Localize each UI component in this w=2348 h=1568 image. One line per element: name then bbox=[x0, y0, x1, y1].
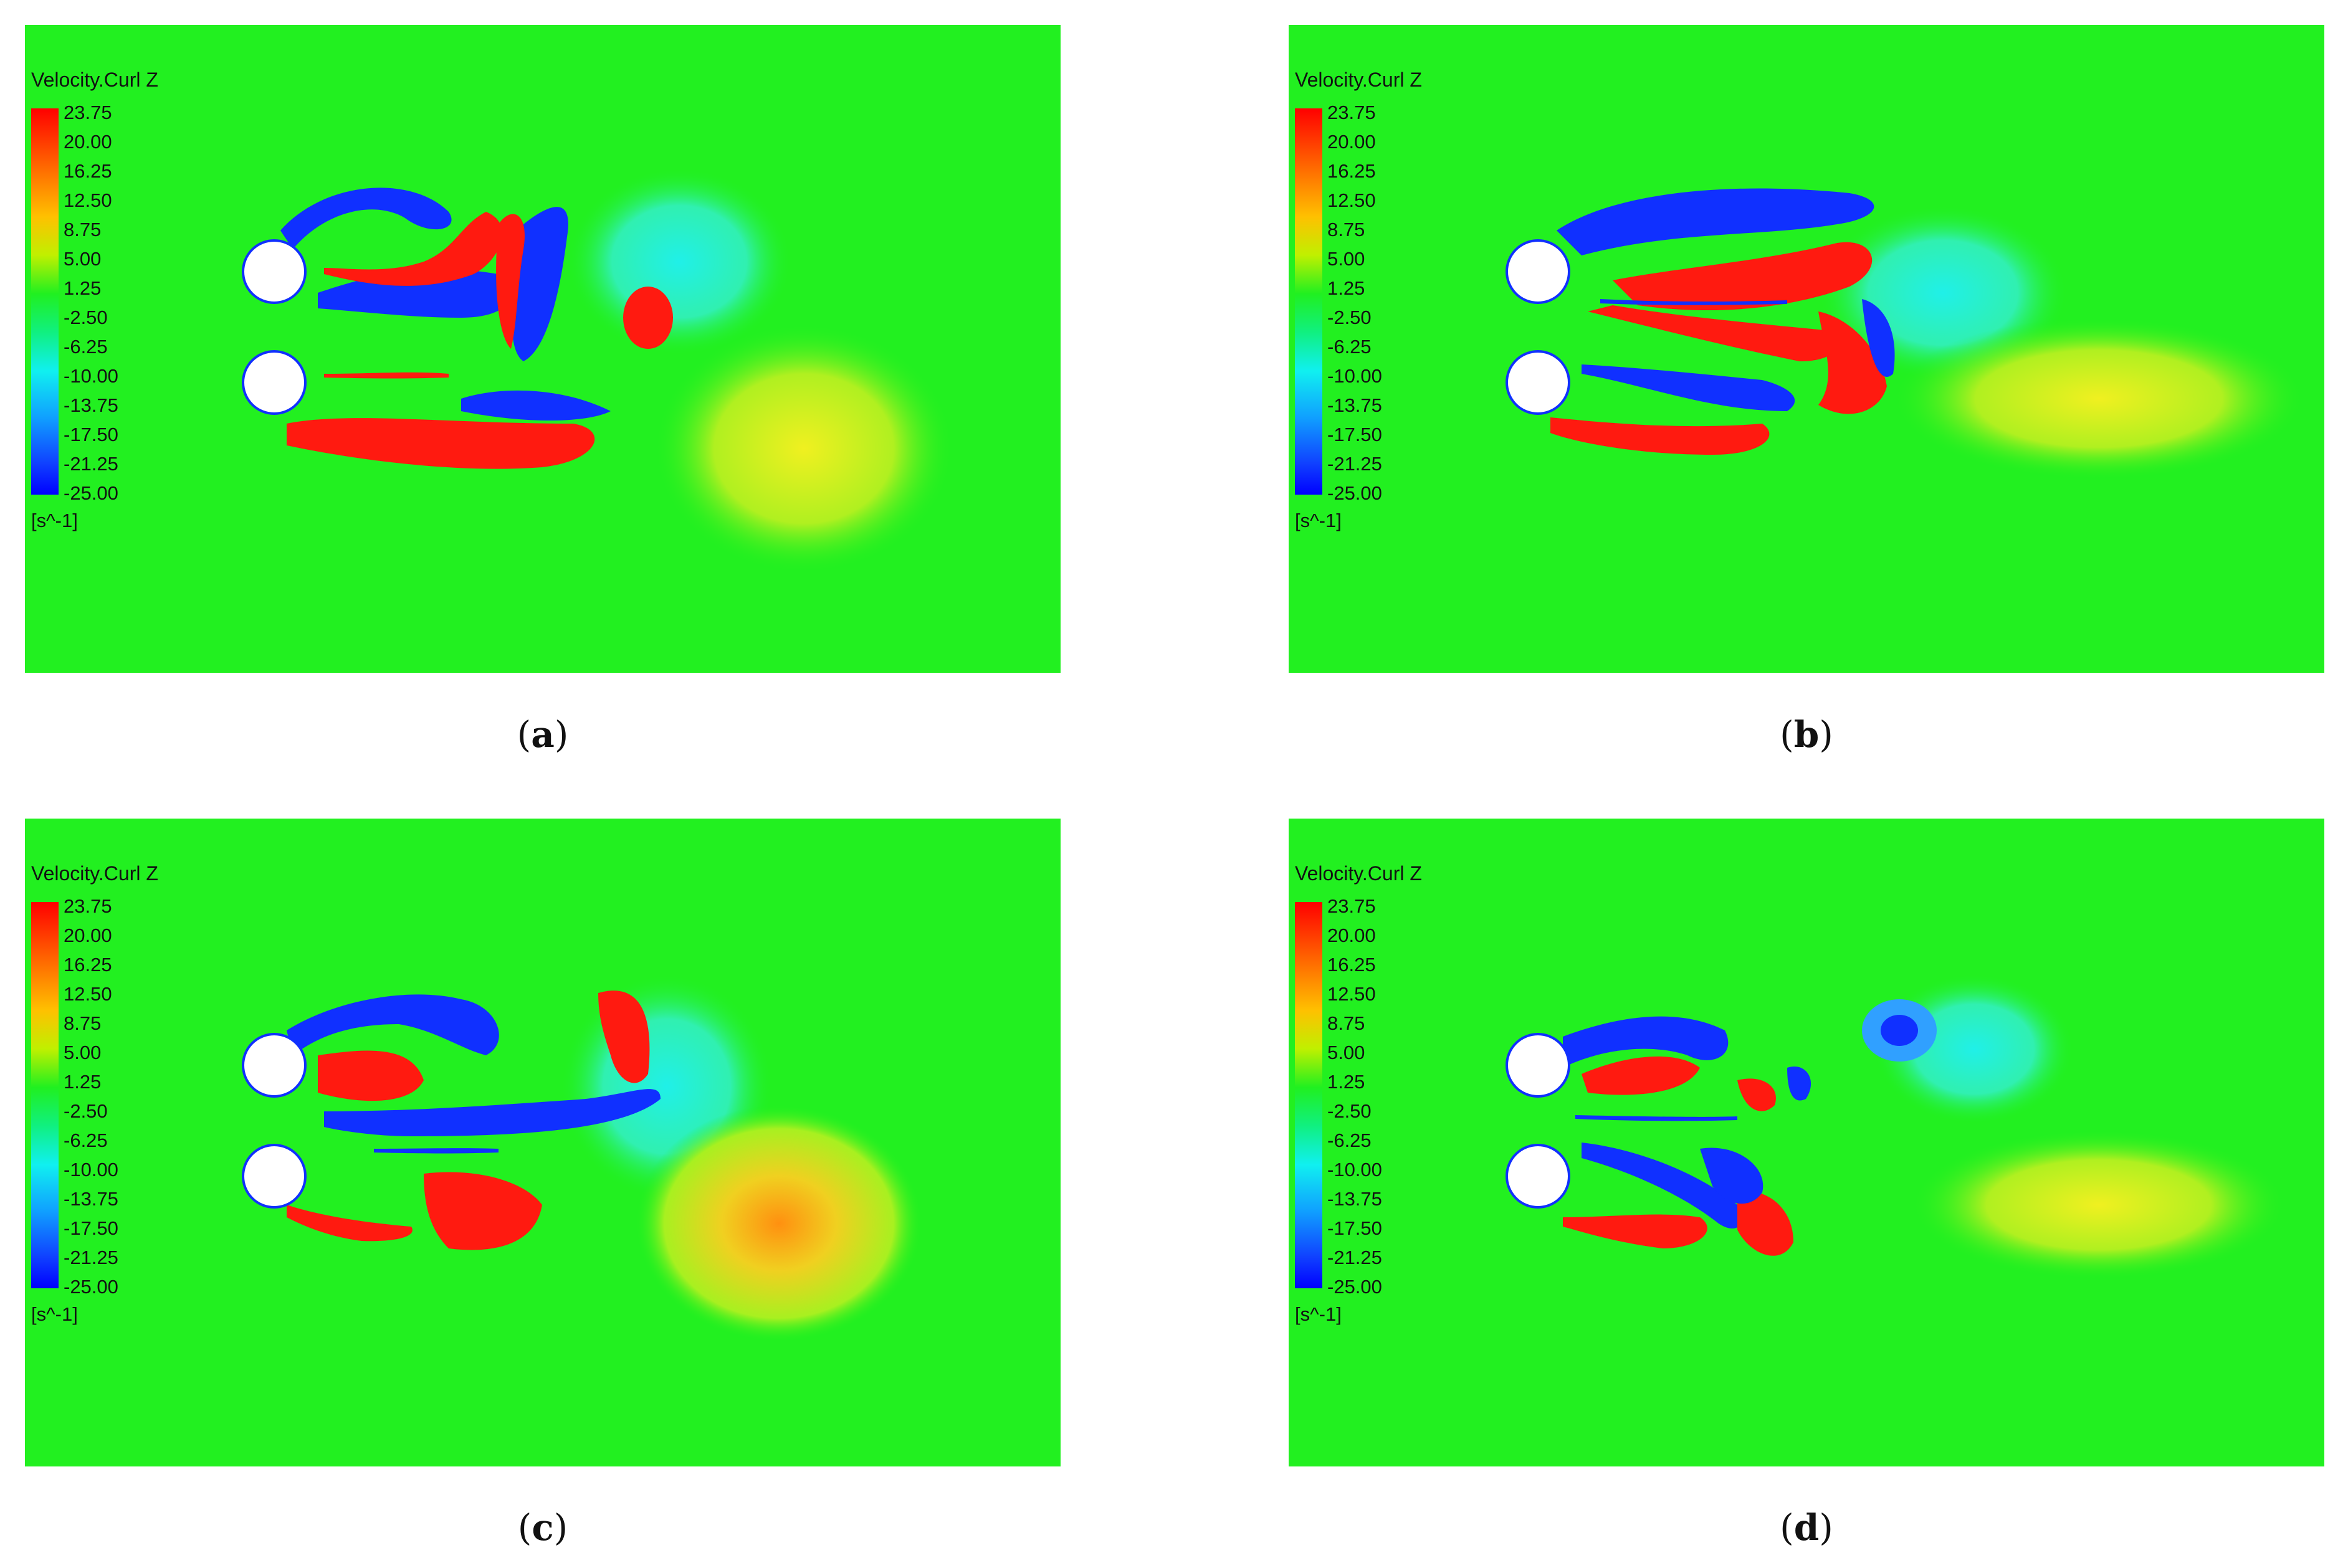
color-scale-bar bbox=[1295, 108, 1322, 495]
legend-unit: [s^-1] bbox=[1295, 510, 1342, 531]
legend-tick-label: 16.25 bbox=[64, 954, 112, 976]
legend-tick-label: -21.25 bbox=[1327, 1247, 1382, 1268]
caption-a: (a) bbox=[517, 713, 569, 756]
caption-c: (c) bbox=[517, 1506, 568, 1549]
legend-tick-label: -21.25 bbox=[64, 453, 118, 475]
legend-tick-label: -6.25 bbox=[64, 1129, 108, 1151]
legend-tick-label: 5.00 bbox=[1327, 1042, 1365, 1063]
legend-tick-label: -2.50 bbox=[64, 1100, 108, 1122]
legend-tick-label: -17.50 bbox=[64, 424, 118, 445]
legend-tick-label: -13.75 bbox=[64, 1188, 118, 1210]
legend-unit: [s^-1] bbox=[1295, 1303, 1342, 1325]
legend-tick-label: -2.50 bbox=[64, 306, 108, 328]
legend-tick-label: 20.00 bbox=[64, 924, 112, 946]
legend-tick-label: 8.75 bbox=[1327, 219, 1365, 240]
contour-panel-a: Velocity.Curl Z 23.75 20.00 16.25 12.50 8.75… bbox=[25, 25, 1061, 673]
color-scale-bar bbox=[31, 902, 59, 1288]
legend-tick-label: -2.50 bbox=[1327, 1100, 1372, 1122]
color-scale-bar bbox=[1295, 902, 1322, 1288]
legend-tick-label: 12.50 bbox=[1327, 189, 1376, 211]
legend-tick-label: -13.75 bbox=[64, 394, 118, 416]
legend-tick-label: -25.00 bbox=[1327, 482, 1382, 504]
contour-panel-c: Velocity.Curl Z 23.75 20.00 16.25 12.50 8.75… bbox=[25, 819, 1061, 1466]
legend-tick-label: 23.75 bbox=[64, 895, 112, 917]
color-scale-bar bbox=[31, 108, 59, 495]
caption-b: (b) bbox=[1780, 713, 1833, 756]
vorticity-field-c bbox=[242, 974, 922, 1342]
legend-tick-label: -13.75 bbox=[1327, 394, 1382, 416]
legend-tick-label: 16.25 bbox=[64, 160, 112, 182]
legend-tick-label: 23.75 bbox=[1327, 895, 1376, 917]
legend-tick-labels: 23.75 20.00 16.25 12.50 8.75 5.00 1.25 -2.50 -6.… bbox=[64, 896, 188, 1308]
legend-title: Velocity.Curl Z bbox=[1295, 69, 1422, 91]
legend-tick-label: 20.00 bbox=[1327, 924, 1376, 946]
legend-tick-label: -10.00 bbox=[64, 1159, 118, 1181]
vorticity-field-b bbox=[1506, 188, 2304, 480]
legend-tick-labels: 23.75 20.00 16.25 12.50 8.75 5.00 1.25 -2.50 -6.… bbox=[1327, 103, 1452, 514]
contour-panel-b: Velocity.Curl Z 23.75 20.00 16.25 12.50 8.75… bbox=[1289, 25, 2324, 673]
legend-tick-label: -17.50 bbox=[64, 1217, 118, 1239]
legend-tick-label: -25.00 bbox=[64, 482, 118, 504]
legend-unit: [s^-1] bbox=[31, 1303, 78, 1325]
legend-tick-label: 8.75 bbox=[64, 1012, 102, 1034]
legend-tick-label: 12.50 bbox=[64, 983, 112, 1005]
legend-tick-label: 8.75 bbox=[1327, 1012, 1365, 1034]
legend-tick-label: 16.25 bbox=[1327, 160, 1376, 182]
legend-tick-label: 23.75 bbox=[64, 102, 112, 123]
legend-tick-label: 1.25 bbox=[1327, 277, 1365, 299]
legend-tick-label: 20.00 bbox=[1327, 131, 1376, 153]
vorticity-field-a bbox=[242, 168, 953, 573]
legend-tick-label: -10.00 bbox=[1327, 365, 1382, 387]
legend-tick-label: 23.75 bbox=[1327, 102, 1376, 123]
legend-tick-labels: 23.75 20.00 16.25 12.50 8.75 5.00 1.25 -2.50 -6.… bbox=[1327, 896, 1452, 1308]
legend-tick-label: 1.25 bbox=[64, 1071, 102, 1093]
legend-tick-label: -2.50 bbox=[1327, 306, 1372, 328]
legend-tick-label: -21.25 bbox=[64, 1247, 118, 1268]
legend-tick-label: -10.00 bbox=[64, 365, 118, 387]
legend-unit: [s^-1] bbox=[31, 510, 78, 531]
legend-tick-label: 16.25 bbox=[1327, 954, 1376, 976]
legend-tick-label: -6.25 bbox=[1327, 336, 1372, 358]
vorticity-field-d bbox=[1506, 974, 2286, 1280]
legend-tick-label: -25.00 bbox=[1327, 1276, 1382, 1298]
legend-tick-label: 1.25 bbox=[64, 277, 102, 299]
legend-tick-label: 1.25 bbox=[1327, 1071, 1365, 1093]
legend-tick-label: -25.00 bbox=[64, 1276, 118, 1298]
legend-tick-label: -6.25 bbox=[64, 336, 108, 358]
legend-tick-label: 5.00 bbox=[64, 1042, 102, 1063]
legend-tick-label: -17.50 bbox=[1327, 1217, 1382, 1239]
legend-tick-label: -21.25 bbox=[1327, 453, 1382, 475]
legend-tick-labels: 23.75 20.00 16.25 12.50 8.75 5.00 1.25 -2.50 -6.… bbox=[64, 103, 188, 514]
legend-tick-label: 20.00 bbox=[64, 131, 112, 153]
legend-title: Velocity.Curl Z bbox=[31, 862, 158, 885]
contour-panel-d: Velocity.Curl Z 23.75 20.00 16.25 12.50 8.75… bbox=[1289, 819, 2324, 1466]
legend-tick-label: -10.00 bbox=[1327, 1159, 1382, 1181]
legend-tick-label: -17.50 bbox=[1327, 424, 1382, 445]
legend-tick-label: 8.75 bbox=[64, 219, 102, 240]
legend-title: Velocity.Curl Z bbox=[31, 69, 158, 91]
legend-tick-label: -6.25 bbox=[1327, 1129, 1372, 1151]
legend-tick-label: 5.00 bbox=[64, 248, 102, 270]
legend-tick-label: 12.50 bbox=[64, 189, 112, 211]
legend-tick-label: 5.00 bbox=[1327, 248, 1365, 270]
legend-tick-label: 12.50 bbox=[1327, 983, 1376, 1005]
legend-title: Velocity.Curl Z bbox=[1295, 862, 1422, 885]
caption-d: (d) bbox=[1780, 1506, 1833, 1549]
legend-tick-label: -13.75 bbox=[1327, 1188, 1382, 1210]
